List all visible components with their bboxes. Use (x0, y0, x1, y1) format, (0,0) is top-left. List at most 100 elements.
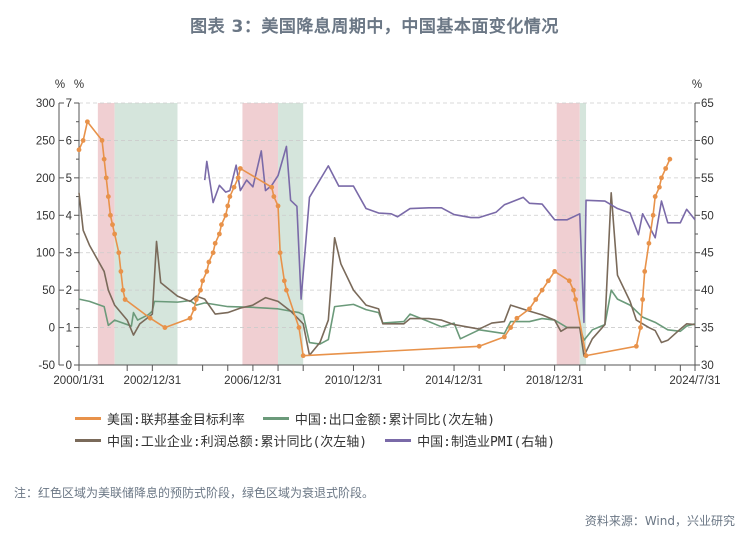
svg-text:2006/12/31: 2006/12/31 (224, 375, 282, 387)
data-point (212, 240, 218, 246)
green-shaded-region (278, 103, 304, 365)
red-shaded-region (97, 103, 115, 365)
svg-text:5: 5 (66, 173, 72, 185)
svg-text:-50: -50 (38, 360, 55, 372)
data-point (84, 119, 90, 125)
data-point (231, 184, 237, 190)
legend-item-profit: 中国:工业企业:利润总额:累计同比(次左轴) (75, 431, 367, 450)
svg-text:2: 2 (66, 285, 72, 297)
data-point (206, 259, 212, 265)
data-point (198, 287, 203, 293)
svg-text:4: 4 (66, 210, 73, 222)
svg-text:0: 0 (49, 323, 55, 335)
svg-text:40: 40 (701, 285, 714, 297)
data-point (646, 240, 652, 246)
data-point (642, 269, 648, 274)
data-point (514, 315, 520, 321)
data-point (269, 184, 275, 190)
data-point (539, 287, 545, 293)
data-point (76, 147, 82, 153)
data-point (663, 166, 669, 171)
data-point (103, 175, 109, 181)
svg-text:%: % (74, 79, 84, 91)
legend: 美国:联邦基金目标利率 中国:出口金额:累计同比(次左轴) 中国:工业企业:利润… (75, 407, 715, 451)
svg-text:2024/7/31: 2024/7/31 (669, 375, 720, 387)
data-point (101, 156, 107, 162)
data-point (227, 194, 233, 199)
legend-item-export: 中国:出口金额:累计同比(次左轴) (262, 409, 495, 428)
svg-text:55: 55 (701, 173, 714, 185)
data-point (300, 353, 306, 359)
data-point (116, 250, 122, 256)
svg-text:200: 200 (36, 173, 55, 185)
source-credit: 资料来源：Wind，兴业研究 (584, 514, 735, 528)
data-point (235, 175, 241, 181)
svg-text:60: 60 (701, 135, 714, 147)
chart-title: 图表 3：美国降息周期中，中国基本面变化情况 (190, 17, 559, 37)
legend-item-pmi: 中国:制造业PMI(右轴) (385, 431, 555, 450)
data-point (633, 343, 639, 349)
data-point (277, 250, 283, 256)
legend-swatch (75, 416, 101, 420)
data-point (296, 325, 302, 330)
data-point (545, 278, 551, 284)
data-point (147, 315, 153, 321)
data-point (187, 315, 193, 321)
data-point (200, 278, 206, 284)
data-point (667, 156, 673, 162)
green-shaded-region (579, 103, 587, 365)
svg-text:7: 7 (66, 98, 72, 110)
legend-swatch (75, 438, 101, 442)
data-point (216, 231, 222, 237)
svg-text:300: 300 (36, 98, 55, 110)
data-point (112, 231, 118, 237)
data-point (191, 306, 197, 312)
data-point (284, 287, 289, 293)
svg-text:30: 30 (701, 360, 714, 372)
data-point (652, 194, 658, 199)
legend-swatch (262, 416, 289, 420)
footnote: 注：红色区域为美联储降息的预防式阶段，绿色区域为衰退式阶段。 (14, 486, 375, 500)
data-point (476, 343, 482, 349)
svg-text:3: 3 (66, 248, 72, 260)
red-shaded-region (556, 103, 580, 365)
data-point (219, 222, 224, 228)
svg-text:0: 0 (66, 360, 72, 372)
series-lines (76, 119, 696, 359)
svg-text:100: 100 (36, 248, 55, 260)
svg-text:2010/12/31: 2010/12/31 (325, 375, 383, 387)
data-point (275, 203, 281, 209)
red-shaded-region (242, 103, 279, 365)
data-point (533, 297, 539, 302)
data-point (193, 297, 199, 302)
data-point (108, 212, 113, 218)
data-point (573, 297, 578, 302)
svg-text:2014/12/31: 2014/12/31 (425, 375, 483, 387)
data-point (99, 138, 105, 143)
svg-text:65: 65 (701, 98, 714, 110)
data-point (110, 222, 115, 228)
data-point (120, 287, 126, 293)
data-point (225, 203, 231, 209)
data-point (118, 269, 124, 274)
data-point (508, 325, 514, 330)
data-point (210, 250, 216, 256)
svg-text:35: 35 (701, 323, 714, 335)
gridlines (79, 102, 695, 328)
svg-text:2000/1/31: 2000/1/31 (53, 375, 104, 387)
svg-text:%: % (55, 79, 65, 91)
data-point (638, 325, 643, 330)
svg-text:45: 45 (701, 248, 714, 260)
data-point (552, 269, 558, 274)
svg-text:6: 6 (66, 135, 72, 147)
svg-text:2002/12/31: 2002/12/31 (124, 375, 182, 387)
legend-item-fed-rate: 美国:联邦基金目标利率 (75, 409, 245, 428)
svg-text:50: 50 (42, 285, 55, 297)
axes: %% %300250200150100500-507654321065605550… (36, 79, 721, 387)
data-point (650, 212, 656, 218)
data-point (571, 287, 576, 293)
svg-text:1: 1 (66, 323, 72, 335)
data-point (656, 184, 662, 190)
data-point (527, 306, 532, 312)
data-point (162, 325, 168, 330)
